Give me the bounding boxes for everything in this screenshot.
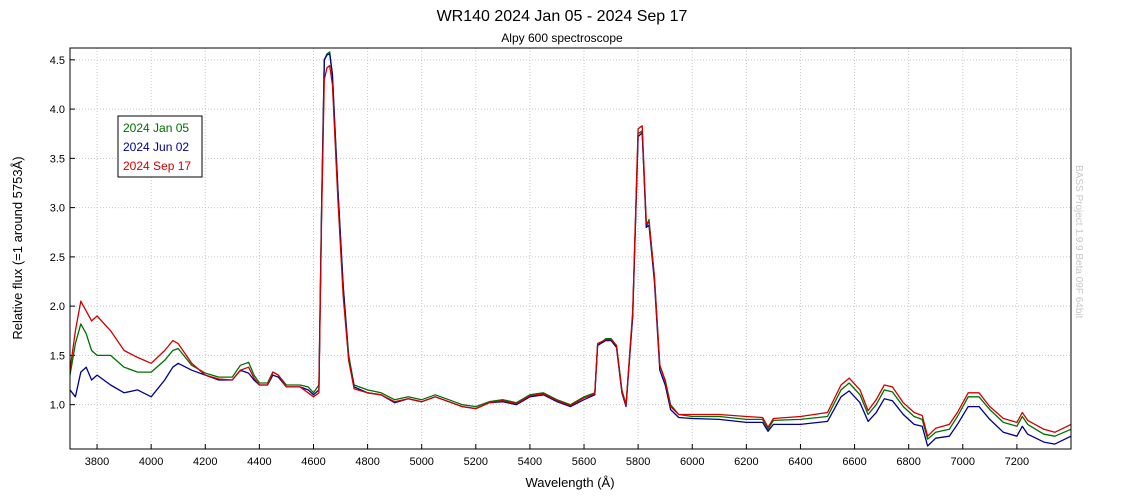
x-axis-ticks: 3800 4000 4200 4400 4600 4800 5000 5200 5400 5600…	[85, 444, 1029, 468]
x-tick-label: 5200	[464, 456, 488, 468]
x-tick-label: 5000	[409, 456, 433, 468]
y-tick-label: 1.0	[50, 400, 65, 412]
y-tick-label: 4.5	[50, 55, 65, 67]
series-line-0	[70, 51, 1071, 440]
x-tick-label: 6600	[842, 456, 866, 468]
y-axis-ticks: 1.0 1.5 2.0 2.5 3.0 3.5 4.0 4.5	[50, 55, 75, 412]
y-tick-label: 2.0	[50, 301, 65, 313]
legend-entry-2: 2024 Sep 17	[123, 159, 191, 173]
x-tick-label: 7200	[1005, 456, 1029, 468]
x-tick-label: 6200	[734, 456, 758, 468]
x-tick-label: 4000	[139, 456, 163, 468]
grid-lines	[70, 48, 1071, 449]
x-tick-label: 6000	[680, 456, 704, 468]
series-line-1	[70, 53, 1071, 447]
y-tick-label: 2.5	[50, 252, 65, 264]
legend-entry-0: 2024 Jan 05	[123, 121, 189, 135]
y-tick-label: 3.0	[50, 203, 65, 215]
chart-title: WR140 2024 Jan 05 - 2024 Sep 17	[437, 8, 688, 25]
x-tick-label: 5600	[572, 456, 596, 468]
y-tick-label: 3.5	[50, 153, 65, 165]
x-tick-label: 6400	[788, 456, 812, 468]
legend: 2024 Jan 05 2024 Jun 02 2024 Sep 17	[117, 115, 203, 178]
series-line-2	[70, 65, 1071, 437]
x-axis-label: Wavelength (Å)	[525, 475, 614, 490]
x-tick-label: 7000	[951, 456, 975, 468]
x-tick-label: 6800	[896, 456, 920, 468]
watermark-text: BASS Project 1.9.9 Beta 09F 64bit	[1073, 165, 1084, 319]
legend-box	[117, 115, 203, 178]
series-lines	[70, 51, 1071, 447]
y-tick-label: 4.0	[50, 104, 65, 116]
x-tick-label: 4600	[301, 456, 325, 468]
y-axis-label: Relative flux (=1 around 5753Å)	[10, 156, 25, 339]
x-tick-label: 4200	[193, 456, 217, 468]
x-tick-label: 5400	[518, 456, 542, 468]
chart-subtitle: Alpy 600 spectroscope	[501, 31, 623, 45]
x-tick-label: 3800	[85, 456, 109, 468]
x-tick-label: 4800	[355, 456, 379, 468]
x-tick-label: 5800	[626, 456, 650, 468]
legend-entry-1: 2024 Jun 02	[123, 140, 189, 154]
y-tick-label: 1.5	[50, 350, 65, 362]
plot-frame	[69, 47, 1072, 450]
x-tick-label: 4400	[247, 456, 271, 468]
